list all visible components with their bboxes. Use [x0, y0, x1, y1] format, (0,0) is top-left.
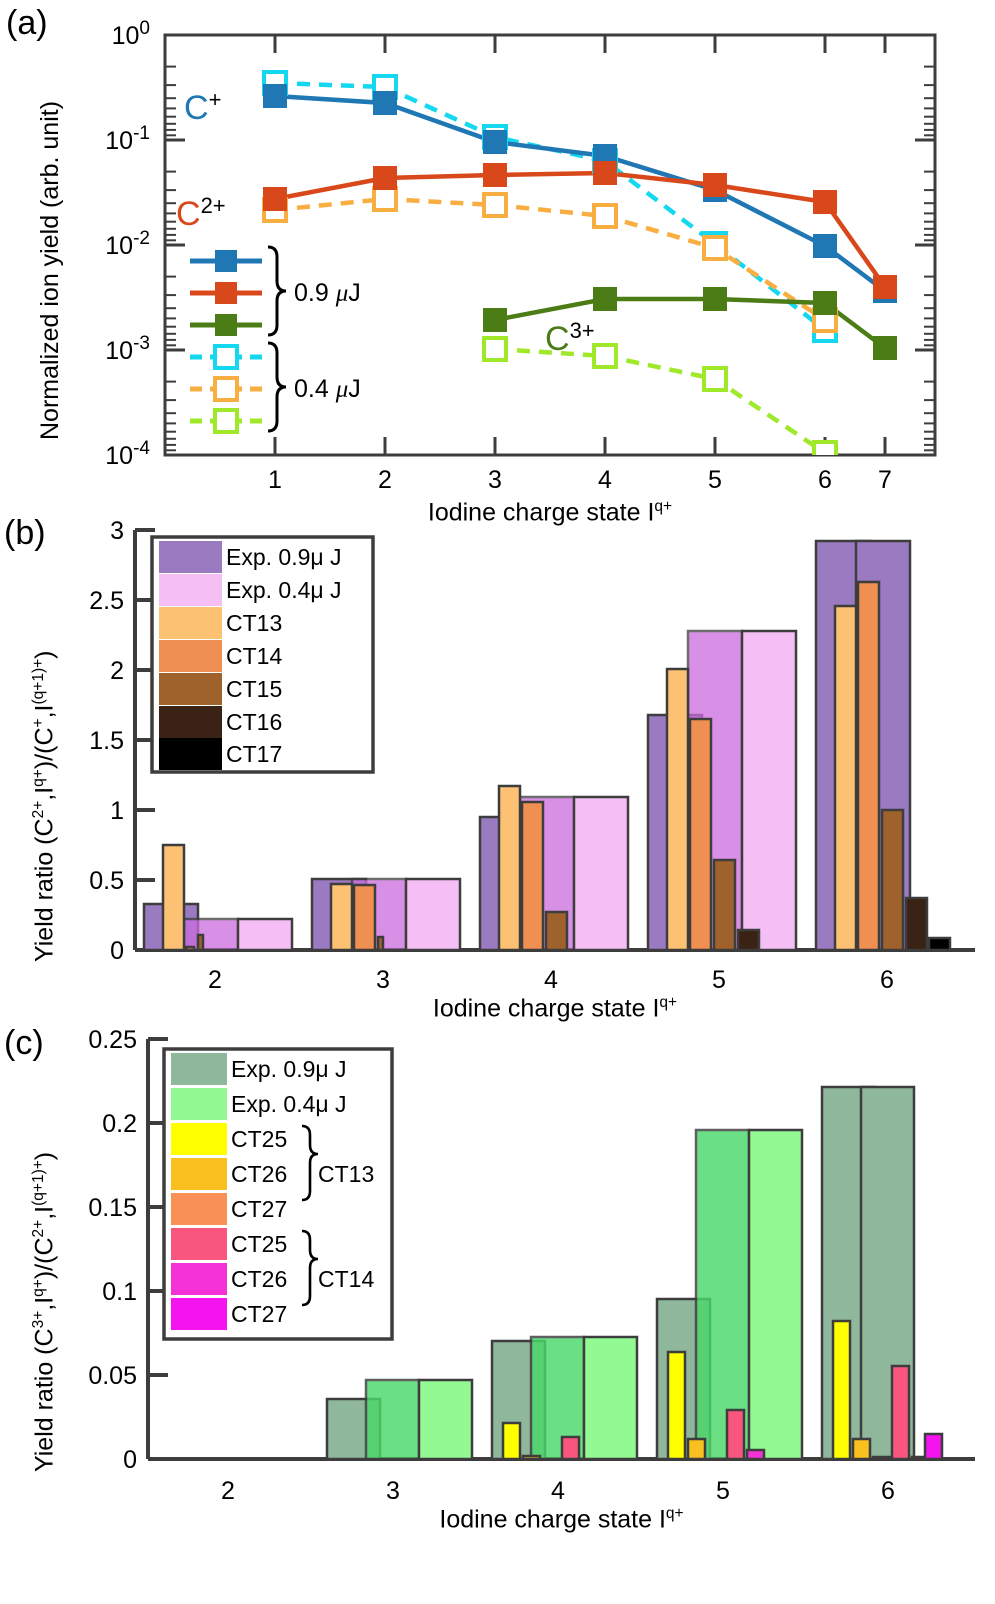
panel-c-tag: (c): [4, 1024, 44, 1062]
svg-text:5: 5: [712, 966, 726, 994]
bar-group-5: [646, 629, 798, 952]
legend-item-b-4: CT15: [226, 676, 282, 702]
panel-b: (b) 0 0.5 1 1.5 2 2.5 3: [0, 510, 995, 1023]
panel-b-xlabel: Iodine charge state Iq+: [432, 994, 678, 1023]
svg-text:1: 1: [110, 797, 124, 825]
legend-item-b-5: CT16: [226, 709, 282, 735]
bar-group-c-5: [655, 1128, 804, 1461]
series-markers-c3-04: [482, 336, 838, 455]
panel-c-chart: 0 0.05 0.1 0.15 0.2 0.25: [88, 1026, 975, 1505]
svg-text:10-3: 10-3: [105, 333, 150, 365]
panel-a: (a): [0, 0, 995, 526]
x-axis-labels-b: 2 3 4 5 6: [208, 966, 894, 994]
y-axis-labels-c: 0 0.05 0.1 0.15 0.2 0.25: [88, 1026, 137, 1474]
svg-text:2: 2: [110, 657, 124, 685]
panel-c-legend: Exp. 0.9μ J Exp. 0.4μ J CT25 CT26 CT27 C…: [162, 1047, 394, 1341]
svg-text:10-2: 10-2: [105, 228, 150, 260]
series-markers-c3-09: [483, 287, 897, 360]
panel-a-legend: [190, 245, 287, 434]
panel-b-ylabel: Yield ratio (C2+,Iq+)/(C+,I(q+1)+): [30, 650, 59, 962]
svg-text:1: 1: [268, 466, 282, 494]
legend-item-b-3: CT14: [226, 643, 282, 669]
legend-item-b-0: Exp. 0.9μ J: [226, 544, 342, 570]
svg-text:5: 5: [716, 1477, 730, 1505]
bar-group-2: [142, 843, 294, 952]
svg-text:2: 2: [208, 966, 222, 994]
panel-b-chart: 0 0.5 1 1.5 2 2.5 3: [89, 517, 975, 994]
svg-text:4: 4: [551, 1477, 565, 1505]
y-axis-ticks-a: [165, 33, 935, 457]
svg-text:3: 3: [386, 1477, 400, 1505]
svg-text:2: 2: [221, 1477, 235, 1505]
svg-text:3: 3: [110, 517, 124, 545]
bar-group-c-3: [325, 1378, 474, 1461]
y-axis-minor-ticks-a: [165, 65, 935, 452]
svg-text:4: 4: [598, 466, 612, 494]
legend-label-04uj: 0.4 μJ: [294, 375, 361, 403]
svg-text:1.5: 1.5: [89, 727, 124, 755]
legend-item-c-3: CT26: [231, 1161, 287, 1187]
y-axis-labels-a: 100 10-1 10-2 10-3 10-4: [105, 18, 150, 470]
svg-text:6: 6: [881, 1477, 895, 1505]
svg-text:7: 7: [878, 466, 892, 494]
legend-label-09uj: 0.9 μJ: [294, 279, 361, 307]
svg-text:100: 100: [112, 18, 150, 50]
legend-item-b-1: Exp. 0.4μ J: [226, 577, 342, 603]
bar-group-4: [478, 784, 630, 952]
legend-item-c-4: CT27: [231, 1196, 287, 1222]
svg-text:3: 3: [488, 466, 502, 494]
legend-item-c-6: CT26: [231, 1266, 287, 1292]
panel-a-chart: 100 10-1 10-2 10-3 10-4 1 2 3 4 5 6 7: [105, 18, 937, 494]
legend-item-c-2: CT25: [231, 1126, 287, 1152]
bar-group-c-4: [490, 1335, 639, 1461]
series-line-c3-04: [494, 346, 827, 455]
bar-group-c-6: [820, 1085, 944, 1461]
svg-text:0.5: 0.5: [89, 867, 124, 895]
svg-text:5: 5: [708, 466, 722, 494]
svg-text:3: 3: [376, 966, 390, 994]
panel-b-tag: (b): [4, 514, 46, 552]
panel-b-legend: Exp. 0.9μ J Exp. 0.4μ J CT13 CT14 CT15 C…: [150, 535, 375, 774]
panel-a-xlabel: Iodine charge state Iq+: [427, 498, 673, 527]
panel-a-ylabel: Normalized ion yield (arb. unit): [36, 100, 64, 440]
svg-text:0: 0: [123, 1446, 137, 1474]
legend-item-b-2: CT13: [226, 610, 282, 636]
svg-text:0.25: 0.25: [88, 1026, 137, 1054]
panel-c: (c) 0 0.05 0.1 0.15 0.2 0.25: [0, 1020, 995, 1604]
legend-brace-label-ct14: CT14: [318, 1266, 374, 1292]
x-axis-labels-a: 1 2 3 4 5 6 7: [268, 466, 892, 494]
svg-text:2.5: 2.5: [89, 587, 124, 615]
svg-text:0: 0: [110, 937, 124, 965]
legend-item-c-1: Exp. 0.4μ J: [231, 1091, 347, 1117]
panel-c-ylabel: Yield ratio (C3+,Iq+)/(C2+,I(q+1)+): [30, 1151, 59, 1472]
svg-text:4: 4: [544, 966, 558, 994]
y-axis-labels-b: 0 0.5 1 1.5 2 2.5 3: [89, 517, 124, 965]
svg-text:10-1: 10-1: [105, 123, 150, 155]
svg-text:6: 6: [818, 466, 832, 494]
svg-text:10-4: 10-4: [105, 438, 150, 470]
svg-text:0.2: 0.2: [102, 1110, 137, 1138]
panel-c-xlabel: Iodine charge state Iq+: [439, 1505, 684, 1534]
brace-ct13-icon: [301, 1124, 319, 1202]
legend-item-c-7: CT27: [231, 1301, 287, 1327]
legend-brace-label-ct13: CT13: [318, 1161, 374, 1187]
legend-item-c-5: CT25: [231, 1231, 287, 1257]
legend-item-c-0: Exp. 0.9μ J: [231, 1056, 347, 1082]
bar-group-6: [814, 539, 952, 952]
legend-item-b-6: CT17: [226, 741, 282, 767]
bar-group-3: [310, 877, 462, 952]
svg-text:6: 6: [880, 966, 894, 994]
svg-text:0.15: 0.15: [88, 1194, 137, 1222]
svg-text:0.1: 0.1: [102, 1278, 137, 1306]
panel-a-tag: (a): [6, 4, 48, 42]
series-markers-c2-09: [263, 161, 897, 299]
annotation-c1: C+: [184, 87, 221, 127]
brace-ct14-icon: [301, 1229, 319, 1307]
svg-text:2: 2: [378, 466, 392, 494]
series-line-c2-04: [274, 196, 827, 322]
x-axis-labels-c: 2 3 4 5 6: [221, 1477, 895, 1505]
svg-text:0.05: 0.05: [88, 1362, 137, 1390]
